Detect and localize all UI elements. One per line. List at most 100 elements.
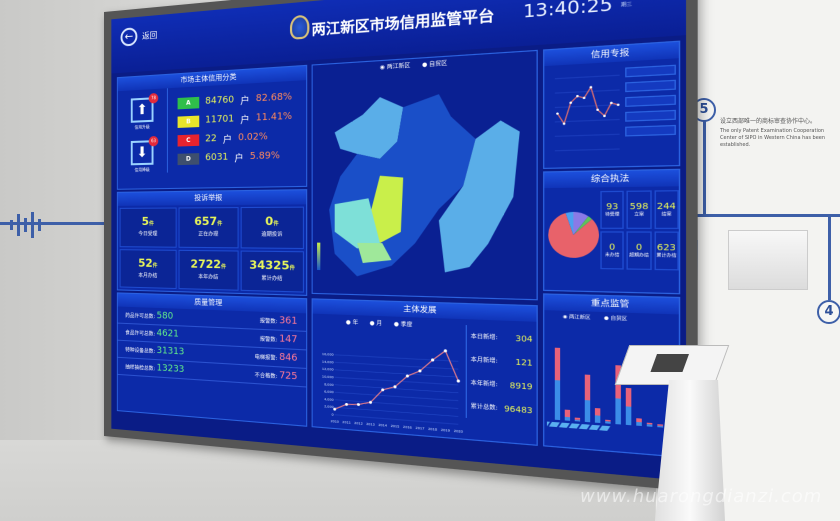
- alarm-label: 电梯报警:: [255, 354, 278, 362]
- grade-unit: 户: [223, 132, 232, 146]
- report-item[interactable]: [625, 125, 676, 137]
- credit-panel: 市场主体信用分类 ⬆ 78 信用升级 ⬇ 63 信用降级 A 84760 户 82.68%…: [117, 65, 307, 190]
- data-point: [617, 104, 620, 107]
- complaints-panel: 投诉举报 5件 今日受理 657件 正在办理 0件 逾期投诉 52件 本月办结 2722件 本年办…: [117, 189, 307, 296]
- report-item[interactable]: [625, 110, 676, 122]
- period-tab[interactable]: ● 季度: [394, 320, 413, 329]
- downgrade-label: 信用降级: [118, 166, 167, 173]
- quality-value: 4621: [157, 328, 179, 339]
- enforcement-stat[interactable]: 93 待受理: [600, 191, 624, 229]
- stat-value: 0: [628, 243, 649, 253]
- enforcement-stat[interactable]: 244 结案: [654, 190, 679, 229]
- stat-label: 累计办结: [242, 273, 303, 282]
- grade-unit: 户: [234, 150, 243, 164]
- period-tab[interactable]: ● 月: [370, 319, 383, 327]
- x-tick-label: 2011: [342, 420, 351, 425]
- report-item[interactable]: [625, 80, 676, 92]
- x-tick-label: [579, 424, 590, 429]
- complaint-stat[interactable]: 52件 本月办结: [120, 249, 177, 289]
- bar: [636, 422, 642, 426]
- grid-line: [335, 355, 459, 362]
- quality-label: 药品许可总数:: [125, 313, 155, 320]
- grade-row: D 6031 户 5.89%: [178, 146, 293, 168]
- x-tick-label: 2010: [330, 419, 339, 424]
- alarm-label: 不合格数:: [255, 372, 278, 380]
- grade-badge: C: [178, 134, 200, 146]
- y-tick-label: 4,000: [324, 397, 334, 402]
- development-line-chart: 0 2,000 4,000 6,000 8,000 10,000 12,000 14,000 1…: [315, 328, 463, 439]
- legend-item[interactable]: ● 自贸区: [604, 314, 627, 322]
- enforcement-stat[interactable]: 0 超期办结: [627, 231, 651, 270]
- legend-item[interactable]: ◉ 两江新区: [563, 313, 591, 321]
- x-tick-label: 2018: [428, 426, 437, 432]
- complaint-stat[interactable]: 0件 逾期投诉: [241, 207, 304, 249]
- region-toggle: ◉ 两江新区 ● 自贸区: [380, 59, 447, 71]
- grade-badge: D: [178, 153, 200, 165]
- complaint-stat[interactable]: 34325件 累计办结: [241, 250, 304, 293]
- y-tick-label: 6,000: [324, 389, 334, 394]
- supervision-legend: ◉ 两江新区 ● 自贸区: [563, 313, 627, 323]
- quality-value: 31313: [157, 346, 185, 358]
- bar: [647, 424, 653, 427]
- stat-unit: 件: [149, 221, 154, 227]
- y-tick-label: 12,000: [322, 367, 334, 372]
- stat-value: 34325: [249, 258, 289, 273]
- quality-value: 580: [157, 311, 174, 322]
- grid-line: [335, 370, 459, 377]
- page-title: 两江新区市场信用监管平台: [312, 3, 495, 39]
- bar: [575, 418, 580, 421]
- enforcement-panel: 综合执法 93 待受理 598 立案 244 结案 0 未办结 0 超期办结 623 累计办结: [543, 169, 680, 295]
- quality-label: 食品许可总数:: [125, 330, 155, 338]
- quality-panel: 质量管理 药品许可总数: 580 报警数: 361 食品许可总数: 4621 报警数:…: [117, 292, 307, 426]
- stat-label: 本年办结: [180, 272, 238, 281]
- back-button[interactable]: ← 返回: [121, 25, 158, 46]
- watermark: www.huarongdianzi.com: [580, 486, 822, 507]
- stat-label: 本年新增:: [471, 379, 498, 390]
- district-map[interactable]: [313, 65, 539, 304]
- grade-list: A 84760 户 82.68% B 11701 户 11.41% C 22 户 0.02% D 6031…: [167, 81, 296, 173]
- panel-title: 信用专报: [544, 42, 678, 66]
- region-option[interactable]: ● 自贸区: [422, 59, 447, 69]
- report-item[interactable]: [625, 65, 676, 78]
- grade-count: 22: [205, 134, 216, 145]
- legend-label: 两江新区: [569, 313, 590, 320]
- enforcement-stats: 93 待受理 598 立案 244 结案 0 未办结 0 超期办结 623 累计办结: [600, 190, 678, 270]
- enforcement-stat[interactable]: 623 累计办结: [654, 231, 679, 270]
- upgrade-button[interactable]: ⬆ 78: [131, 97, 154, 123]
- stat-value: 244: [655, 201, 677, 211]
- x-tick-label: 2020: [454, 428, 464, 434]
- series-line: [557, 86, 618, 124]
- stat-label: 今日受理: [121, 230, 176, 237]
- complaint-stat[interactable]: 2722件 本年办结: [179, 249, 239, 290]
- dev-stat: 累计总数: 96483: [467, 395, 537, 423]
- enforcement-stat[interactable]: 598 立案: [627, 190, 651, 229]
- stat-value: 0: [602, 242, 623, 252]
- report-item[interactable]: [625, 95, 676, 107]
- stat-unit: 件: [290, 265, 295, 272]
- stat-label: 未办结: [602, 252, 623, 258]
- complaint-stat[interactable]: 657件 正在办理: [179, 207, 239, 248]
- date: 2020年01月08日 星期三: [621, 0, 677, 9]
- region-option[interactable]: ◉ 两江新区: [380, 62, 410, 72]
- enforcement-pie-chart: [547, 198, 600, 271]
- stat-label: 累计办结: [655, 253, 677, 260]
- stat-value: 8919: [510, 381, 533, 392]
- period-tabs: ● 年 ● 月 ● 季度: [346, 318, 413, 328]
- caption-cn: 设立西部唯一的商标审查协作中心。: [720, 118, 830, 125]
- complaint-stat[interactable]: 5件 今日受理: [120, 207, 177, 247]
- report-list: [625, 65, 676, 137]
- bar: [565, 410, 570, 418]
- period-tab[interactable]: ● 年: [346, 318, 358, 326]
- quality-label: 特种设备总数:: [125, 347, 155, 355]
- enforcement-stat[interactable]: 0 未办结: [600, 231, 624, 269]
- stat-label: 本月新增:: [471, 355, 498, 366]
- stat-value: 96483: [504, 404, 533, 415]
- data-point: [583, 97, 586, 100]
- grade-count: 84760: [205, 95, 234, 107]
- grid-line: [335, 392, 459, 400]
- bar: [636, 418, 642, 422]
- x-tick-label: 2019: [441, 427, 450, 433]
- stat-label: 累计总数:: [471, 402, 498, 413]
- downgrade-button[interactable]: ⬇ 63: [131, 140, 154, 165]
- isometric-desk-illustration: [728, 230, 808, 290]
